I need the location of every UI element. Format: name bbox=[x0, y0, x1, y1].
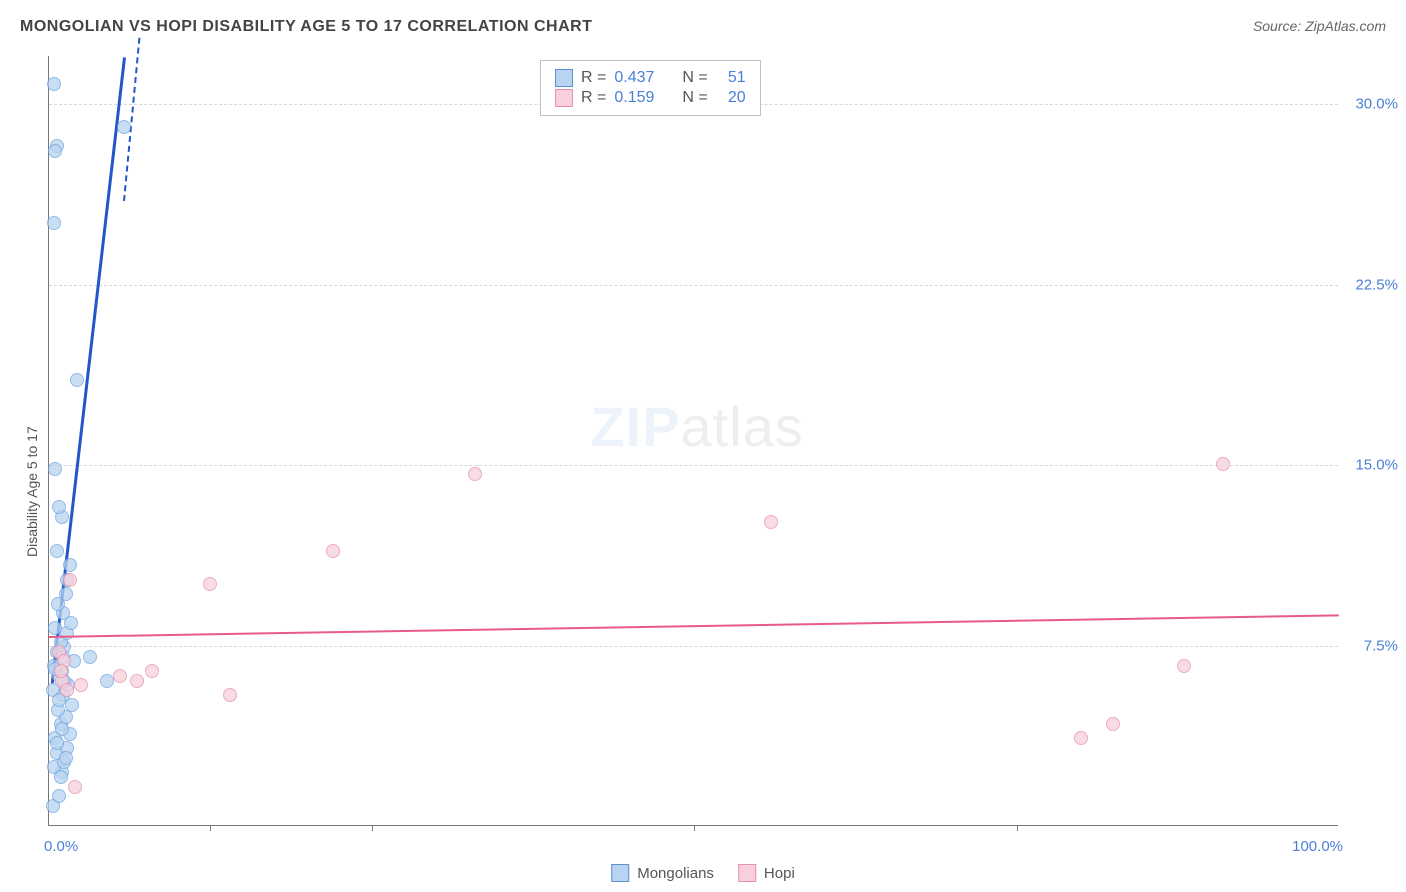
stats-row: R = 0.437 N = 51 bbox=[555, 69, 746, 87]
plot-area: ZIPatlas 7.5%15.0%22.5%30.0%0.0%100.0% bbox=[48, 56, 1338, 826]
ytick-label: 22.5% bbox=[1355, 276, 1398, 293]
legend-swatch bbox=[611, 864, 629, 882]
stats-swatch bbox=[555, 89, 573, 107]
watermark: ZIPatlas bbox=[590, 394, 803, 459]
gridline-h bbox=[49, 285, 1338, 286]
data-point bbox=[47, 77, 61, 91]
data-point bbox=[54, 664, 68, 678]
data-point bbox=[55, 722, 69, 736]
watermark-atlas: atlas bbox=[681, 395, 804, 458]
data-point bbox=[48, 462, 62, 476]
stats-n-value: 51 bbox=[716, 69, 746, 87]
ytick-label: 30.0% bbox=[1355, 96, 1398, 113]
xtick-mark bbox=[372, 825, 373, 831]
chart-title: MONGOLIAN VS HOPI DISABILITY AGE 5 TO 17… bbox=[20, 18, 592, 36]
data-point bbox=[50, 544, 64, 558]
ytick-label: 15.0% bbox=[1355, 457, 1398, 474]
data-point bbox=[1074, 731, 1088, 745]
data-point bbox=[47, 216, 61, 230]
data-point bbox=[223, 688, 237, 702]
data-point bbox=[59, 587, 73, 601]
data-point bbox=[83, 650, 97, 664]
stats-n-label: N = bbox=[682, 89, 707, 107]
legend-item: Hopi bbox=[738, 864, 795, 882]
data-point bbox=[117, 120, 131, 134]
stats-r-label: R = bbox=[581, 69, 606, 87]
data-point bbox=[54, 770, 68, 784]
data-point bbox=[59, 751, 73, 765]
xtick-mark bbox=[1017, 825, 1018, 831]
data-point bbox=[130, 674, 144, 688]
watermark-zip: ZIP bbox=[590, 395, 680, 458]
data-point bbox=[52, 500, 66, 514]
data-point bbox=[70, 373, 84, 387]
y-axis-label: Disability Age 5 to 17 bbox=[24, 426, 40, 557]
trend-line-hopi bbox=[49, 614, 1339, 638]
stats-r-value: 0.437 bbox=[614, 69, 674, 87]
legend-item: Mongolians bbox=[611, 864, 714, 882]
source-label: Source: ZipAtlas.com bbox=[1253, 18, 1386, 34]
data-point bbox=[1106, 717, 1120, 731]
data-point bbox=[63, 573, 77, 587]
data-point bbox=[468, 467, 482, 481]
stats-n-label: N = bbox=[682, 69, 707, 87]
stats-swatch bbox=[555, 69, 573, 87]
data-point bbox=[145, 664, 159, 678]
data-point bbox=[203, 577, 217, 591]
data-point bbox=[764, 515, 778, 529]
stats-box: R = 0.437 N = 51 R = 0.159 N = 20 bbox=[540, 60, 761, 116]
data-point bbox=[60, 683, 74, 697]
data-point bbox=[48, 144, 62, 158]
data-point bbox=[63, 558, 77, 572]
stats-r-label: R = bbox=[581, 89, 606, 107]
data-point bbox=[74, 678, 88, 692]
stats-r-value: 0.159 bbox=[614, 89, 674, 107]
xtick-mark bbox=[210, 825, 211, 831]
xtick-mark bbox=[694, 825, 695, 831]
data-point bbox=[68, 780, 82, 794]
data-point bbox=[52, 789, 66, 803]
data-point bbox=[48, 621, 62, 635]
ytick-label: 7.5% bbox=[1364, 637, 1398, 654]
data-point bbox=[100, 674, 114, 688]
data-point bbox=[326, 544, 340, 558]
legend-label: Mongolians bbox=[637, 865, 714, 882]
chart-container: { "title": "MONGOLIAN VS HOPI DISABILITY… bbox=[0, 0, 1406, 892]
data-point bbox=[1216, 457, 1230, 471]
gridline-h bbox=[49, 646, 1338, 647]
legend-label: Hopi bbox=[764, 865, 795, 882]
data-point bbox=[50, 736, 64, 750]
stats-n-value: 20 bbox=[716, 89, 746, 107]
legend-swatch bbox=[738, 864, 756, 882]
data-point bbox=[1177, 659, 1191, 673]
stats-row: R = 0.159 N = 20 bbox=[555, 89, 746, 107]
data-point bbox=[113, 669, 127, 683]
xtick-label-right: 100.0% bbox=[1292, 838, 1343, 855]
xtick-label-left: 0.0% bbox=[44, 838, 78, 855]
legend-box: Mongolians Hopi bbox=[611, 864, 795, 882]
gridline-h bbox=[49, 465, 1338, 466]
